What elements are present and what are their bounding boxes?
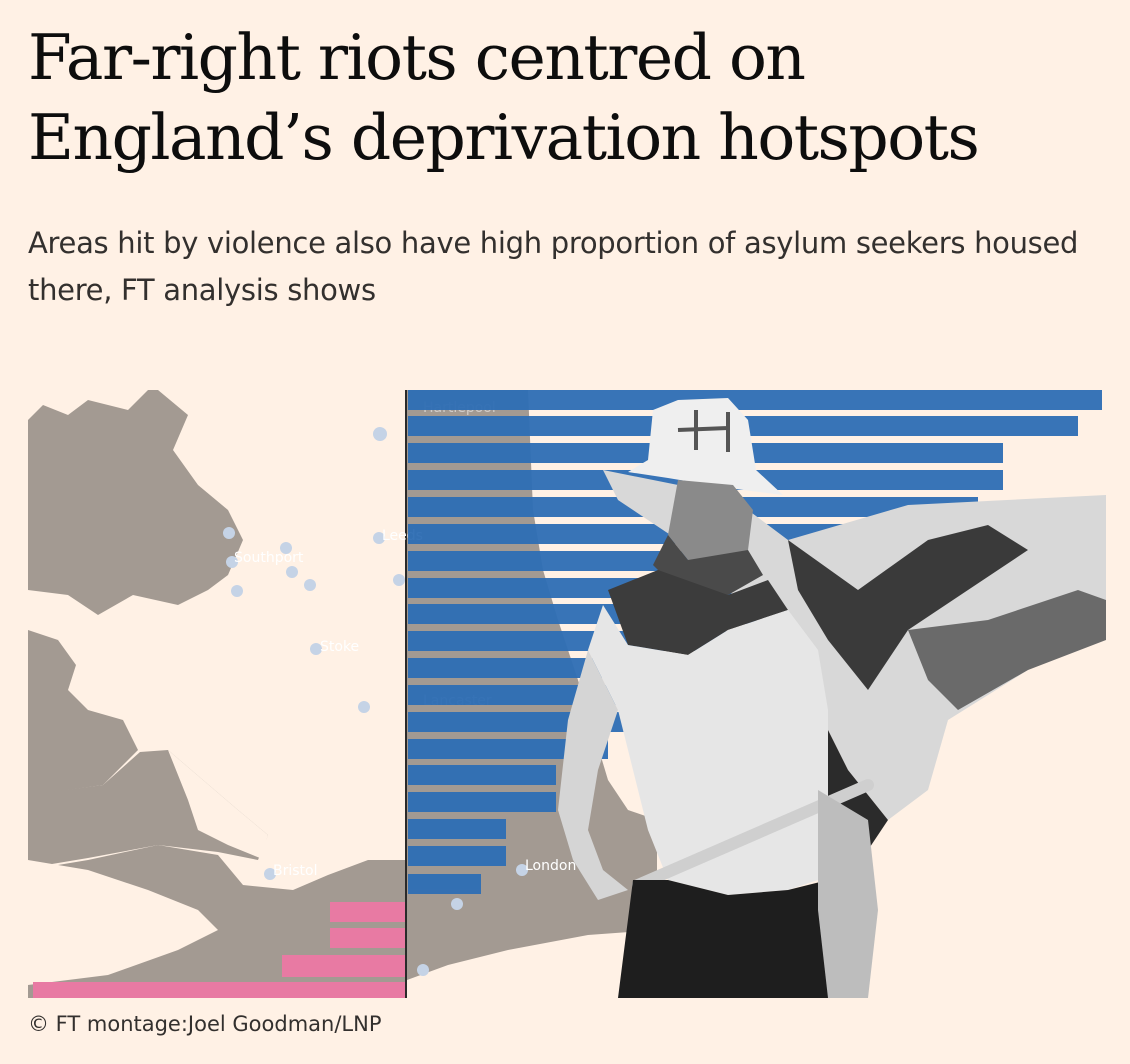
map-land-left-south	[28, 750, 268, 868]
hero-montage: Southport Stoke Bristol Hartlepool Leeds…	[28, 390, 1106, 998]
protester-photo	[558, 398, 1106, 998]
pink-bars	[33, 902, 405, 998]
map-land-left	[28, 390, 243, 800]
map-label-london: London	[525, 858, 576, 874]
montage-image: Southport Stoke Bristol Hartlepool Leeds…	[28, 390, 1106, 998]
image-credit: © FT montage:Joel Goodman/LNP	[28, 1012, 382, 1036]
headline: Far-right riots centred on England’s dep…	[28, 21, 980, 174]
map-markers	[223, 427, 528, 976]
standfirst: Areas hit by violence also have high pro…	[28, 226, 1079, 307]
map-label-southport: Southport	[234, 550, 304, 566]
map-label-stoke: Stoke	[320, 639, 359, 655]
map-label-bristol: Bristol	[273, 863, 318, 879]
